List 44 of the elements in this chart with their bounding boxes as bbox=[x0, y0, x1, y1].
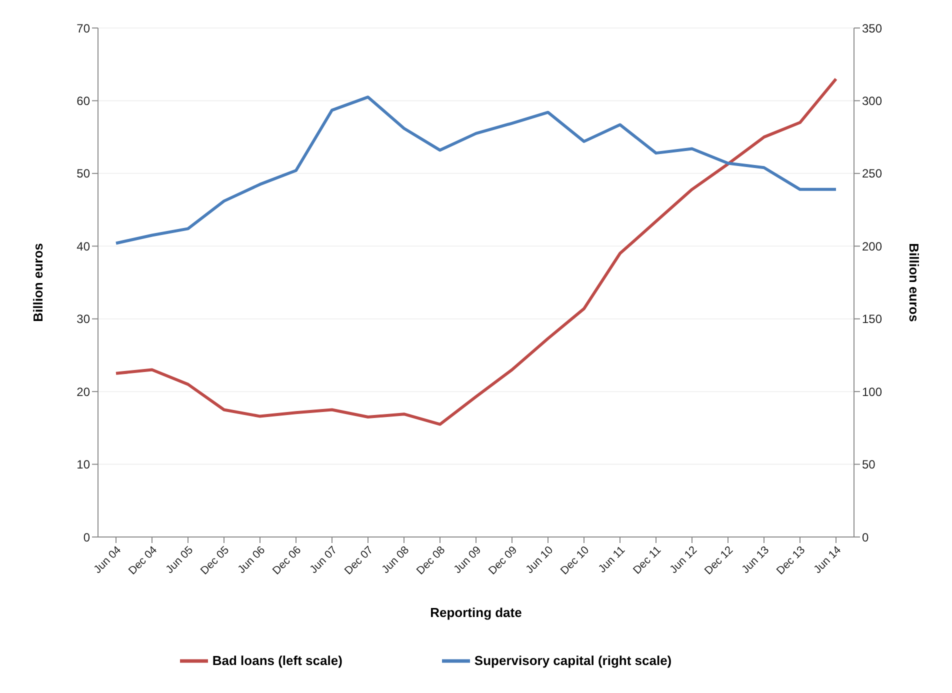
y2-tick-label: 50 bbox=[862, 458, 876, 472]
x-tick-label: Jun 13 bbox=[740, 544, 772, 576]
y-tick-label: 40 bbox=[76, 239, 90, 254]
x-tick-label: Jun 11 bbox=[596, 544, 628, 576]
line-series bbox=[114, 77, 838, 426]
x-tick-label: Jun 08 bbox=[380, 544, 412, 576]
x-tick-label: Dec 12 bbox=[702, 544, 736, 578]
y-tick-label: 70 bbox=[76, 21, 90, 36]
y-tick-label: 10 bbox=[76, 458, 90, 472]
y-tick-label: 60 bbox=[76, 94, 90, 108]
y2-tick-label: 250 bbox=[862, 166, 882, 181]
y-tick-label: 20 bbox=[76, 384, 90, 399]
y-tick-label: 30 bbox=[76, 312, 90, 326]
y-axis-title: Billion euros bbox=[30, 243, 46, 322]
x-tick-label: Jun 04 bbox=[92, 544, 124, 576]
y-tick-label: 0 bbox=[83, 530, 90, 544]
x-tick-label: Jun 06 bbox=[236, 544, 268, 576]
x-tick-label: Jun 14 bbox=[812, 544, 844, 576]
legend-label: Bad loans (left scale) bbox=[212, 653, 342, 668]
x-tick-label: Jun 07 bbox=[308, 544, 340, 576]
y2-tick-label: 300 bbox=[862, 94, 882, 108]
y2-tick-label: 100 bbox=[862, 384, 882, 399]
x-tick-label: Jun 12 bbox=[668, 544, 700, 576]
x-tick-label: Dec 11 bbox=[631, 544, 664, 577]
y2-tick-label: 150 bbox=[862, 312, 882, 326]
x-tick-label: Jun 10 bbox=[524, 544, 556, 576]
x-tick-label: Dec 13 bbox=[774, 544, 808, 578]
x-tick-label: Jun 09 bbox=[452, 544, 484, 576]
x-tick-label: Dec 05 bbox=[198, 544, 232, 578]
x-tick-label: Dec 08 bbox=[414, 544, 448, 578]
x-tick-label: Dec 10 bbox=[558, 544, 592, 578]
y-tick-label: 50 bbox=[76, 166, 90, 181]
x-tick-label: Dec 07 bbox=[342, 544, 376, 578]
y2-tick-label: 350 bbox=[862, 21, 882, 36]
x-tick-label: Dec 04 bbox=[126, 544, 160, 578]
x-tick-label: Dec 06 bbox=[270, 544, 304, 578]
x-tick-label: Dec 09 bbox=[486, 544, 520, 578]
x-tick-label: Jun 05 bbox=[164, 544, 196, 576]
line-series bbox=[114, 96, 838, 245]
y2-tick-label: 200 bbox=[862, 239, 882, 254]
y2-axis-title: Billion euros bbox=[906, 243, 922, 322]
x-axis-title: Reporting date bbox=[430, 605, 522, 620]
legend-label: Supervisory capital (right scale) bbox=[474, 653, 672, 668]
y2-tick-label: 0 bbox=[862, 530, 869, 544]
